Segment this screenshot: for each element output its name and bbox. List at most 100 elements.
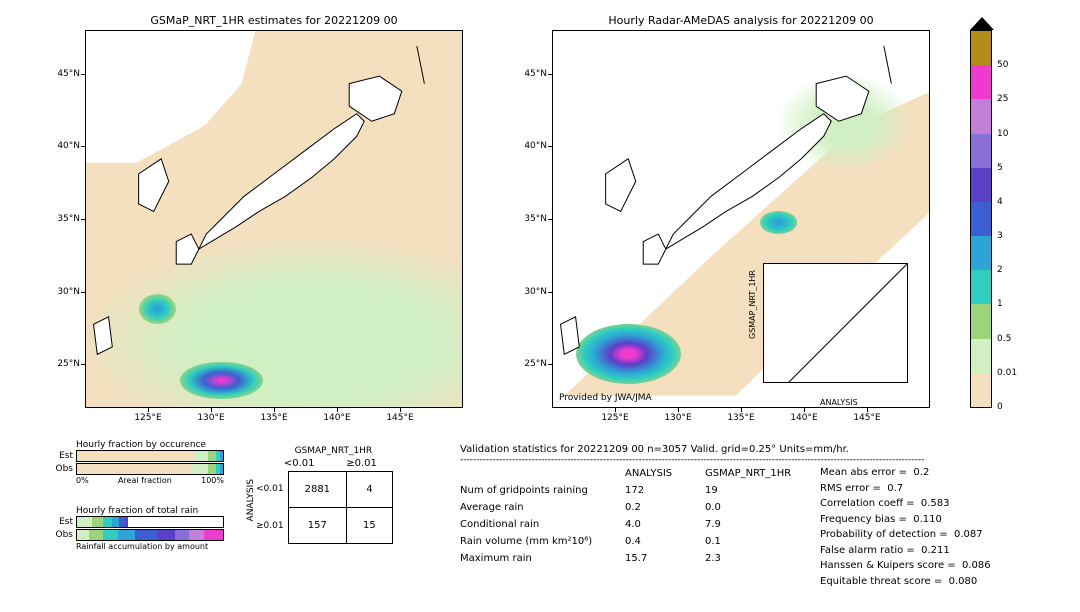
ct-col-1: ≥0.01 bbox=[330, 456, 392, 471]
hbar-segment bbox=[189, 530, 204, 540]
occ-xlabel-mid: Areal fraction bbox=[89, 476, 201, 485]
map-left-title: GSMaP_NRT_1HR estimates for 20221209 00 bbox=[85, 14, 463, 27]
ct-body: 28814 15715 bbox=[288, 471, 393, 544]
occ-xlabel-right: 100% bbox=[201, 476, 224, 485]
scatter-xtick: 5 bbox=[790, 382, 794, 383]
scatter-xtick: 25 bbox=[903, 382, 908, 383]
validation-rows: Num of gridpoints raining17219Average ra… bbox=[460, 482, 820, 567]
map-left: GSMaP_NRT_1HR estimates for 20221209 00 … bbox=[85, 30, 463, 408]
scatter-inset: 00551010151520202525 bbox=[763, 263, 908, 383]
hbar-segment bbox=[77, 451, 194, 461]
ct-cell-11: 15 bbox=[347, 508, 393, 544]
colorbar-tick: 0 bbox=[991, 402, 1003, 412]
map-right: Hourly Radar-AMeDAS analysis for 2022120… bbox=[552, 30, 930, 408]
colorbar-topcap bbox=[970, 17, 994, 30]
occurrence-title: Hourly fraction by occurence bbox=[76, 440, 224, 450]
colhead-gsmap: GSMAP_NRT_1HR bbox=[705, 465, 815, 482]
map-right-axes: 00551010151520202525 Provided by JWA/JMA bbox=[552, 30, 930, 408]
hbar-segment bbox=[208, 464, 215, 474]
hbar-segment bbox=[208, 451, 215, 461]
colorbar-tick: 4 bbox=[991, 197, 1003, 207]
occ-xlabel-left: 0% bbox=[76, 476, 89, 485]
scatter-ytick: 5 bbox=[763, 354, 764, 362]
hbar-segment bbox=[77, 530, 89, 540]
panel-occurrence: Hourly fraction by occurence Est Obs 0% … bbox=[54, 440, 224, 485]
colorbar-cell bbox=[971, 339, 991, 373]
hbar-label: Est bbox=[54, 451, 76, 461]
scatter-xtick: 15 bbox=[845, 382, 854, 383]
validation-metric: False alarm ratio = 0.211 bbox=[820, 543, 991, 559]
validation-row: Num of gridpoints raining17219 bbox=[460, 482, 820, 499]
hbar-track bbox=[76, 463, 224, 475]
hbar-track bbox=[76, 516, 224, 528]
hbar-segment bbox=[175, 530, 190, 540]
scatter-xtick: 10 bbox=[817, 382, 826, 383]
ct-col-0: <0.01 bbox=[268, 456, 330, 471]
colorbar-cell bbox=[971, 202, 991, 236]
scatter-ytick: 0 bbox=[763, 378, 764, 383]
ct-cell-01: 4 bbox=[347, 472, 393, 508]
hbar-segment bbox=[191, 464, 209, 474]
totalrain-title: Hourly fraction of total rain bbox=[76, 506, 224, 516]
dash-line: ----------------------------------------… bbox=[460, 455, 1060, 465]
hbar-label: Est bbox=[54, 517, 76, 527]
colorbar-tick: 2 bbox=[991, 265, 1003, 275]
panel-totalrain: Hourly fraction of total rain Est Obs Ra… bbox=[54, 506, 224, 551]
validation-metric: RMS error = 0.7 bbox=[820, 481, 991, 497]
colorbar-tick: 3 bbox=[991, 231, 1003, 241]
ct-col-title: GSMAP_NRT_1HR bbox=[274, 446, 393, 456]
colorbar: 00.010.512345102550 bbox=[970, 30, 992, 408]
colorbar-cell bbox=[971, 373, 991, 407]
colorbar-tick: 10 bbox=[991, 129, 1008, 139]
colorbar-cell bbox=[971, 168, 991, 202]
ct-cell-00: 2881 bbox=[288, 472, 346, 508]
colorbar-tick: 5 bbox=[991, 163, 1003, 173]
map-left-axes bbox=[85, 30, 463, 408]
colorbar-tick: 1 bbox=[991, 299, 1003, 309]
validation-metric: Mean abs error = 0.2 bbox=[820, 465, 991, 481]
validation-metric: Equitable threat score = 0.080 bbox=[820, 574, 991, 590]
colorbar-cell bbox=[971, 236, 991, 270]
hbar-segment bbox=[220, 451, 223, 461]
provided-label: Provided by JWA/JMA bbox=[559, 393, 652, 403]
scatter-ylabel: GSMAP_NRT_1HR bbox=[748, 270, 757, 339]
validation-row: Rain volume (mm km²10⁶)0.40.1 bbox=[460, 533, 820, 550]
validation-metric: Probability of detection = 0.087 bbox=[820, 527, 991, 543]
hbar-segment bbox=[194, 451, 209, 461]
occurrence-est-row: Est bbox=[54, 450, 224, 462]
colorbar-tick: 0.5 bbox=[991, 334, 1011, 344]
colorbar-tick: 50 bbox=[991, 60, 1008, 70]
scatter-xtick: 0 bbox=[763, 382, 766, 383]
totalrain-obs-row: Obs bbox=[54, 529, 224, 541]
hbar-segment bbox=[77, 464, 191, 474]
hbar-segment bbox=[135, 530, 157, 540]
scatter-ytick: 25 bbox=[763, 263, 764, 268]
contingency-table: GSMAP_NRT_1HR ANALYSIS <0.01 ≥0.01 <0.01… bbox=[246, 446, 393, 544]
colorbar-tick: 25 bbox=[991, 94, 1008, 104]
occurrence-xaxis: 0% Areal fraction 100% bbox=[76, 476, 224, 485]
colorbar-cell bbox=[971, 134, 991, 168]
ct-row-1: ≥0.01 bbox=[256, 521, 284, 531]
validation-header: Validation statistics for 20221209 00 n=… bbox=[460, 444, 1060, 455]
hbar-label: Obs bbox=[54, 530, 76, 540]
scatter-ytick: 20 bbox=[763, 284, 764, 292]
hbar-label: Obs bbox=[54, 464, 76, 474]
hbar-track bbox=[76, 450, 224, 462]
map-right-title: Hourly Radar-AMeDAS analysis for 2022120… bbox=[552, 14, 930, 27]
colorbar-cell bbox=[971, 304, 991, 338]
colorbar-tick: 0.01 bbox=[991, 368, 1017, 378]
hbar-segment bbox=[89, 530, 104, 540]
ct-cell-10: 157 bbox=[288, 508, 346, 544]
occurrence-obs-row: Obs bbox=[54, 463, 224, 475]
totalrain-est-row: Est bbox=[54, 516, 224, 528]
hbar-segment bbox=[77, 517, 92, 527]
hbar-segment bbox=[103, 530, 118, 540]
hbar-segment bbox=[157, 530, 175, 540]
ct-row-0: <0.01 bbox=[256, 484, 284, 494]
validation-block: Validation statistics for 20221209 00 n=… bbox=[460, 444, 1060, 589]
ct-header: <0.01 ≥0.01 bbox=[256, 456, 393, 471]
validation-metric: Correlation coeff = 0.583 bbox=[820, 496, 991, 512]
validation-colhead: ANALYSIS GSMAP_NRT_1HR bbox=[460, 465, 820, 482]
scatter-ytick: 10 bbox=[763, 331, 764, 339]
hbar-segment bbox=[118, 530, 136, 540]
